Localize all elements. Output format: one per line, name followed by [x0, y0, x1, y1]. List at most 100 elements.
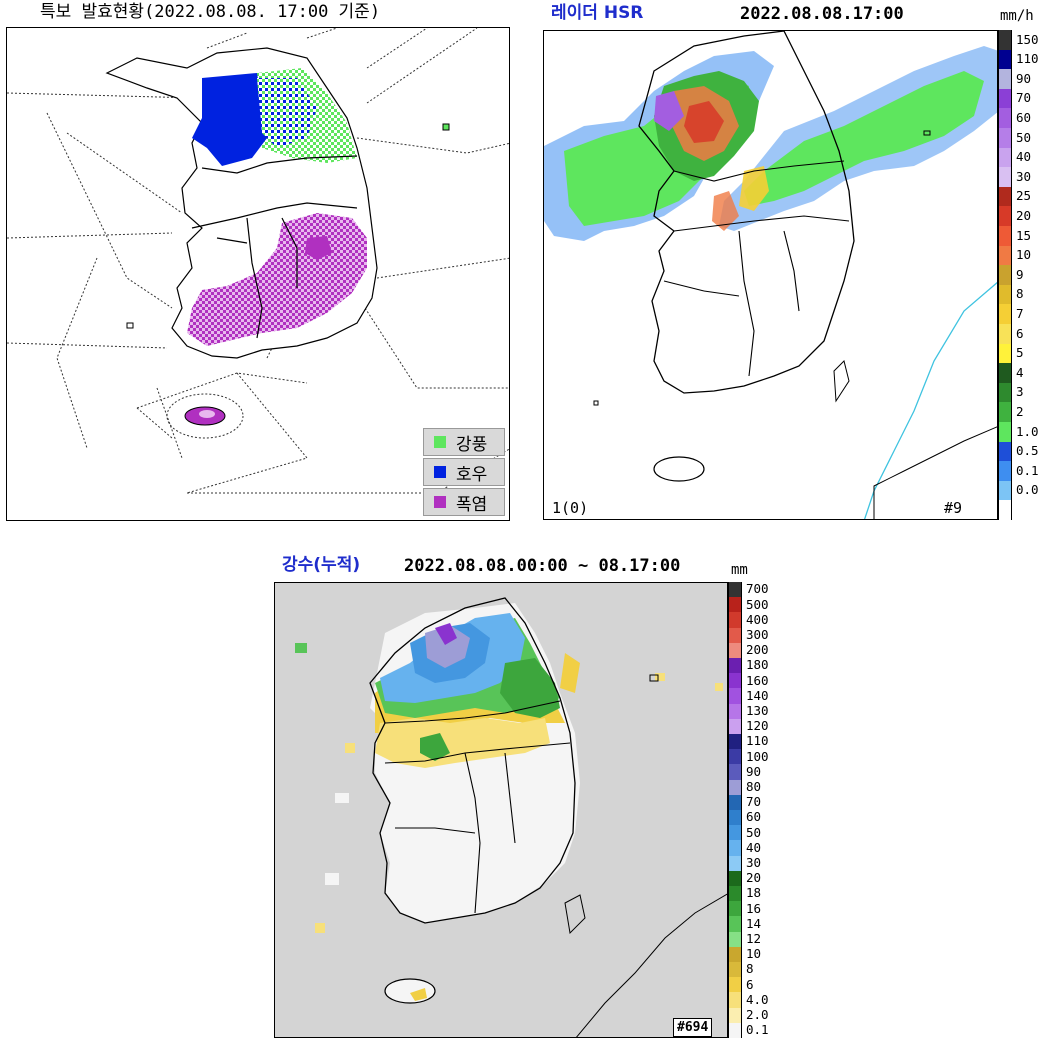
- radar-scale-row: 2: [998, 402, 1024, 422]
- radar-scale-label: 15: [1016, 227, 1032, 243]
- accum-scale-swatch: [728, 901, 742, 917]
- accum-scale-row: 4.0: [728, 991, 769, 1008]
- accum-scale-row: 700: [728, 582, 769, 598]
- accum-scale-label: 30: [746, 854, 762, 870]
- accum-scale-swatch: [728, 764, 742, 780]
- accum-scale-label: 400: [746, 611, 769, 627]
- accum-scale-swatch: [728, 1007, 742, 1023]
- legend-pokyeom-label: 폭염: [456, 494, 488, 515]
- accum-scale-swatch: [728, 916, 742, 932]
- warning-map-panel: 강풍 호우 폭염: [6, 27, 510, 521]
- radar-scale-swatch: [998, 480, 1012, 501]
- radar-map: [544, 31, 997, 519]
- radar-scale-label: 9: [1016, 266, 1024, 282]
- accum-scale-swatch: [728, 688, 742, 704]
- radar-scale-label: 10: [1016, 247, 1032, 263]
- accum-scale-row: 130: [728, 703, 769, 719]
- radar-map-panel: 1(0) #9: [543, 30, 998, 520]
- radar-scale-label: 4: [1016, 364, 1024, 380]
- accum-scale-row: 120: [728, 718, 769, 734]
- accum-scale-label: 0.1: [746, 1022, 769, 1038]
- radar-scale-label: 40: [1016, 149, 1032, 165]
- radar-scale-row: [998, 500, 1016, 520]
- accum-scale-swatch: [728, 779, 742, 795]
- radar-scale-label: 150: [1016, 31, 1039, 47]
- accum-scale-label: 10: [746, 946, 762, 962]
- accum-scale-swatch: [728, 840, 742, 856]
- radar-scale-row: 0.0: [998, 480, 1039, 501]
- legend-pokyeom: 폭염: [423, 488, 505, 516]
- accum-scale-label: 140: [746, 687, 769, 703]
- accum-jeju-rain: [410, 988, 427, 1001]
- accum-shading: [295, 603, 723, 933]
- accum-scale-label: 2.0: [746, 1006, 769, 1022]
- accum-scale-row: 18: [728, 886, 761, 902]
- radar-scale-swatch: [998, 245, 1012, 266]
- jeju-zone: [166, 393, 244, 439]
- pokyeom-warning-spot: [305, 236, 332, 260]
- radar-scale-label: 8: [1016, 286, 1024, 302]
- radar-scale-label: 0.5: [1016, 443, 1039, 459]
- radar-scale-swatch: [998, 226, 1012, 246]
- accum-scale-row: 400: [728, 611, 769, 628]
- accum-scale-label: 14: [746, 915, 762, 931]
- accum-scale-label: 120: [746, 718, 769, 734]
- accum-japan-coast: [576, 893, 727, 1037]
- accum-scale-label: 70: [746, 794, 762, 810]
- accum-scale-swatch: [728, 718, 742, 734]
- accum-jeju: [384, 978, 436, 1004]
- accum-scale-row: 110: [728, 734, 769, 750]
- radar-unit: mm/h: [1000, 8, 1034, 24]
- radar-scale-row: 0.5: [998, 441, 1039, 462]
- legend-hou-label: 호우: [456, 464, 488, 485]
- accum-scale-label: 12: [746, 930, 762, 946]
- radar-scale-swatch: [998, 206, 1012, 226]
- accum-scale-row: 160: [728, 673, 769, 689]
- accum-scale-swatch: [728, 886, 742, 902]
- accum-scale-label: 4.0: [746, 991, 769, 1007]
- hou-gangpung-region: [257, 78, 317, 148]
- radar-scale-swatch: [998, 108, 1012, 128]
- accum-scale-label: 40: [746, 839, 762, 855]
- accum-scale-row: 60: [728, 810, 761, 826]
- radar-scale-swatch: [998, 30, 1012, 50]
- radar-scale-label: 70: [1016, 90, 1032, 106]
- japan-coast: [873, 426, 997, 519]
- accum-unit: mm: [731, 562, 748, 578]
- radar-scale-row: 25: [998, 186, 1032, 207]
- accum-scale-swatch: [728, 673, 742, 689]
- radar-scale-swatch: [998, 461, 1012, 481]
- radar-scale-row: 110: [998, 49, 1039, 70]
- legend-gangpung-swatch: [434, 436, 446, 448]
- accum-scale-swatch: [728, 810, 742, 826]
- radar-scale-row: 7: [998, 304, 1024, 324]
- radar-scale-swatch: [998, 441, 1012, 462]
- radar-scale-swatch: [998, 147, 1012, 168]
- accum-scale-swatch: [728, 794, 742, 810]
- accum-scale-label: 200: [746, 642, 769, 658]
- radar-scale-swatch: [998, 363, 1012, 383]
- accum-scale-label: 300: [746, 626, 769, 642]
- radar-scale-row: 30: [998, 167, 1031, 187]
- hou-region: [192, 73, 267, 166]
- radar-scale-row: 70: [998, 88, 1032, 109]
- accum-peninsula-outline: [369, 597, 576, 924]
- radar-scale-label: 30: [1016, 168, 1032, 184]
- accum-scale-row: 180: [728, 658, 769, 674]
- radar-scale-swatch: [998, 422, 1012, 442]
- radar-scale-label: 25: [1016, 188, 1032, 204]
- accum-scale-label: 90: [746, 763, 762, 779]
- radar-peninsula-outline: [638, 31, 855, 394]
- accum-scale-swatch: [728, 658, 742, 674]
- province-lines: [191, 155, 358, 339]
- accum-scale-swatch: [728, 703, 742, 719]
- accum-scale-swatch: [728, 749, 742, 765]
- accum-scale-row: 200: [728, 642, 769, 658]
- accum-scale-label: 100: [746, 748, 769, 764]
- radar-scale-label: 60: [1016, 109, 1032, 125]
- accum-scale-row: 80: [728, 779, 761, 795]
- radar-scale-label: 5: [1016, 345, 1024, 361]
- radar-scale-row: 5: [998, 343, 1024, 364]
- radar-scale-row: 8: [998, 284, 1024, 305]
- radar-scale-label: 20: [1016, 207, 1032, 223]
